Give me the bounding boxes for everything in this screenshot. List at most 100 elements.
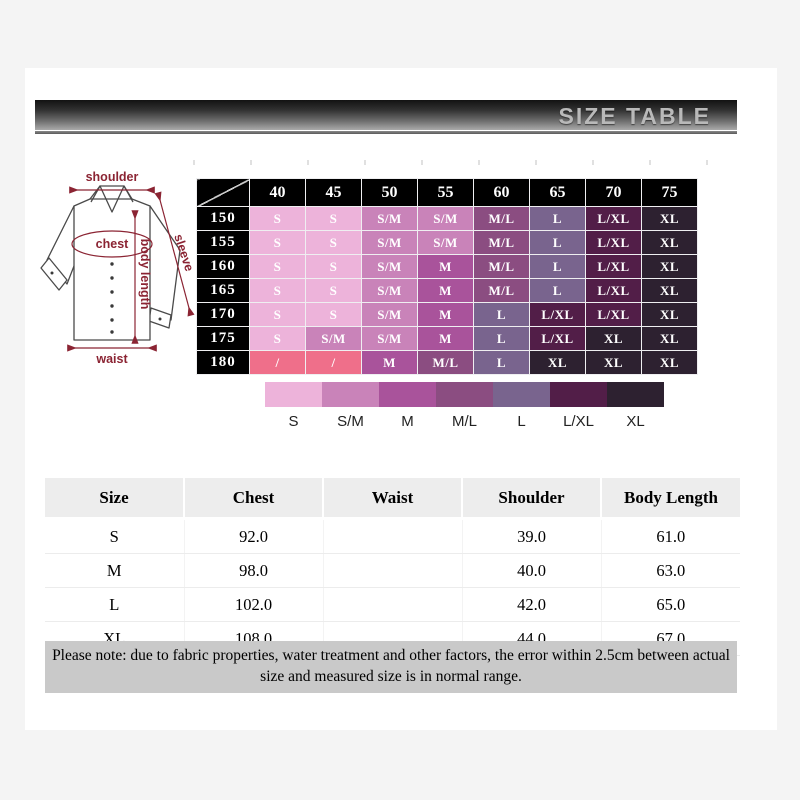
legend-item: S/M: [322, 382, 379, 430]
matrix-weight-header: 60: [473, 178, 530, 207]
measure-column-header: Shoulder: [461, 478, 601, 520]
legend-swatch: [379, 382, 436, 407]
measure-cell: 102.0: [183, 587, 323, 622]
matrix-size-cell: L/XL: [585, 230, 642, 255]
matrix-size-cell: S: [305, 278, 362, 303]
legend-swatch: [436, 382, 493, 407]
matrix-header-row: 40 45 50 55 60 65 70 75: [196, 178, 698, 207]
matrix-size-cell: XL: [641, 326, 698, 351]
measure-cell: 39.0: [461, 518, 601, 554]
measure-cell: S: [45, 518, 184, 554]
matrix-size-cell: XL: [641, 230, 698, 255]
legend-label: L/XL: [563, 413, 594, 430]
legend-label: S: [288, 413, 299, 430]
matrix-size-cell: L: [529, 254, 586, 279]
matrix-size-cell: S: [305, 302, 362, 327]
legend-label: XL: [626, 413, 645, 430]
legend-item: L: [493, 382, 550, 430]
chest-ellipse: [71, 230, 153, 258]
waist-label: waist: [95, 352, 128, 366]
matrix-height-header: 180: [196, 350, 250, 375]
matrix-size-cell: S/M: [417, 230, 474, 255]
shoulder-label: shoulder: [86, 170, 139, 184]
matrix-size-cell: L/XL: [585, 302, 642, 327]
legend-item: M: [379, 382, 436, 430]
measure-column-header: Chest: [183, 478, 323, 520]
matrix-row: 170 S S S/M M L L/XL L/XL XL: [196, 302, 698, 327]
legend-swatch: [550, 382, 607, 407]
legend-item: XL: [607, 382, 664, 430]
matrix-size-cell: S/M: [361, 302, 418, 327]
matrix-weight-header: 50: [361, 178, 418, 207]
matrix-size-cell: L: [529, 278, 586, 303]
legend-item: L/XL: [550, 382, 607, 430]
matrix-row: 160 S S S/M M M/L L L/XL XL: [196, 254, 698, 279]
legend-swatch: [493, 382, 550, 407]
legend-label: M: [401, 413, 414, 430]
measure-cell: [322, 587, 462, 622]
matrix-size-cell: S: [249, 230, 306, 255]
shirt-measurement-diagram: shoulder chest body length sleeve waist: [40, 170, 196, 366]
matrix-size-cell: L/XL: [585, 278, 642, 303]
matrix-height-header: 150: [196, 206, 250, 231]
measure-cell: 65.0: [600, 587, 740, 622]
matrix-size-cell: S/M: [361, 254, 418, 279]
matrix-size-cell: M/L: [417, 350, 474, 375]
measure-cell: M: [45, 553, 184, 588]
legend-swatch: [322, 382, 379, 407]
legend-item: S: [265, 382, 322, 430]
matrix-size-cell: L/XL: [585, 254, 642, 279]
measure-column-header: Size: [45, 478, 184, 520]
matrix-weight-header: 55: [417, 178, 474, 207]
measure-header-row: Size Chest Waist Shoulder Body Length: [45, 478, 740, 520]
matrix-weight-header: 65: [529, 178, 586, 207]
matrix-row: 155 S S S/M S/M M/L L L/XL XL: [196, 230, 698, 255]
legend-item: M/L: [436, 382, 493, 430]
matrix-size-cell: S: [249, 326, 306, 351]
matrix-size-cell: S: [305, 206, 362, 231]
matrix-row: 175 S S/M S/M M L L/XL XL XL: [196, 326, 698, 351]
measure-column-header: Waist: [322, 478, 462, 520]
matrix-size-cell: L: [473, 350, 530, 375]
matrix-size-cell: S/M: [361, 206, 418, 231]
matrix-size-cell: S: [249, 302, 306, 327]
matrix-size-cell: /: [305, 350, 362, 375]
measure-cell: 61.0: [600, 518, 740, 554]
height-weight-size-matrix: 40 45 50 55 60 65 70 75 150 S S S/M S/M M/L L L/XL XL 15…: [196, 178, 698, 375]
matrix-size-cell: L: [473, 302, 530, 327]
matrix-size-cell: M/L: [473, 254, 530, 279]
matrix-weight-header: 45: [305, 178, 362, 207]
left-cuff: [40, 257, 68, 291]
matrix-size-cell: L: [529, 230, 586, 255]
matrix-size-cell: S/M: [361, 278, 418, 303]
matrix-size-cell: S: [249, 278, 306, 303]
matrix-size-cell: L/XL: [585, 206, 642, 231]
measure-cell: 92.0: [183, 518, 323, 554]
matrix-size-cell: XL: [641, 278, 698, 303]
size-chart-panel: SIZE TABLE: [25, 68, 777, 730]
matrix-size-cell: S/M: [305, 326, 362, 351]
measure-column-header: Body Length: [600, 478, 740, 520]
matrix-size-cell: L: [473, 326, 530, 351]
measure-cell: 63.0: [600, 553, 740, 588]
measurements-table: Size Chest Waist Shoulder Body Length S 92.0 3…: [45, 478, 740, 656]
matrix-size-cell: S/M: [361, 230, 418, 255]
matrix-weight-header: 75: [641, 178, 698, 207]
page-title: SIZE TABLE: [558, 103, 711, 129]
matrix-size-cell: M: [417, 278, 474, 303]
button-placket: [50, 262, 162, 334]
matrix-size-cell: M: [417, 326, 474, 351]
matrix-height-header: 170: [196, 302, 250, 327]
matrix-size-cell: XL: [641, 206, 698, 231]
matrix-row: 150 S S S/M S/M M/L L L/XL XL: [196, 206, 698, 231]
size-color-legend: S S/M M M/L L L/XL XL: [265, 382, 664, 430]
measure-cell: L: [45, 587, 184, 622]
matrix-size-cell: S: [249, 206, 306, 231]
matrix-size-cell: M/L: [473, 206, 530, 231]
legend-label: M/L: [451, 413, 477, 430]
matrix-size-cell: L: [529, 206, 586, 231]
measure-cell: [322, 518, 462, 554]
matrix-size-cell: S/M: [361, 326, 418, 351]
legend-label: L: [517, 413, 526, 430]
